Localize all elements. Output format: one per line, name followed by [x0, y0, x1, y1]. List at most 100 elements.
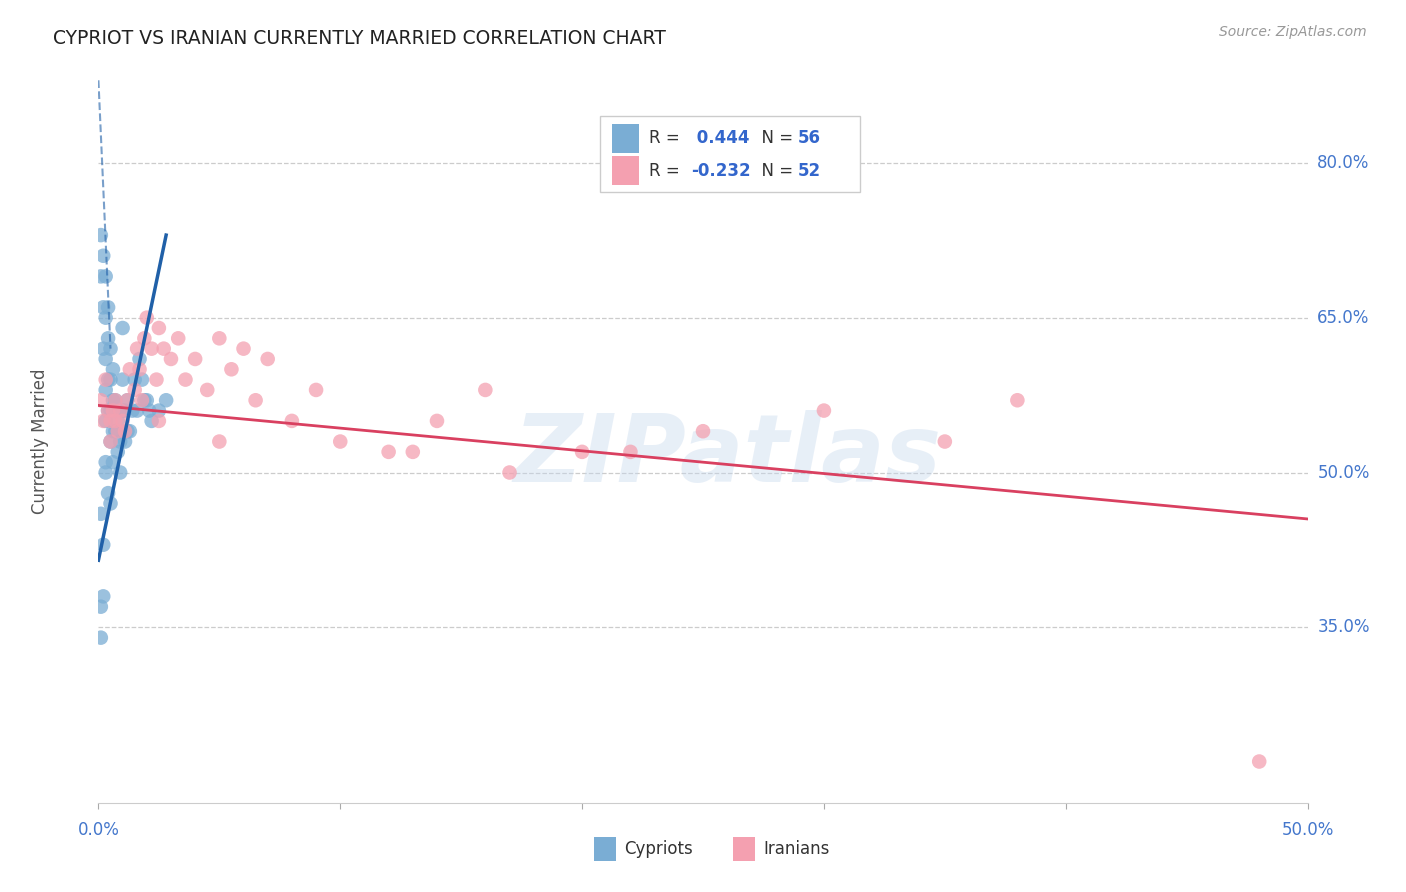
- Point: [100, 434, 122, 449]
- Point: [208, 434, 231, 449]
- Point: [94, 373, 117, 387]
- Text: 50.0%: 50.0%: [1281, 822, 1334, 839]
- Point: [184, 351, 207, 366]
- Text: N =: N =: [751, 129, 799, 147]
- Point: [101, 393, 124, 408]
- Point: [141, 414, 163, 428]
- Point: [97, 403, 120, 417]
- Point: [619, 445, 641, 459]
- Point: [108, 403, 131, 417]
- Point: [117, 393, 139, 408]
- Text: 0.444: 0.444: [690, 129, 749, 147]
- Point: [101, 455, 124, 469]
- Point: [94, 310, 117, 325]
- Point: [108, 434, 131, 449]
- Point: [90, 631, 112, 645]
- Point: [94, 383, 117, 397]
- Point: [498, 466, 520, 480]
- Point: [91, 342, 114, 356]
- Point: [1249, 755, 1271, 769]
- Point: [221, 362, 243, 376]
- Point: [160, 351, 183, 366]
- Point: [107, 445, 129, 459]
- Point: [97, 486, 120, 500]
- Point: [90, 269, 112, 284]
- Point: [104, 424, 127, 438]
- Point: [101, 424, 124, 438]
- Point: [127, 403, 149, 417]
- Point: [145, 373, 167, 387]
- Point: [90, 393, 112, 408]
- Point: [232, 342, 254, 356]
- Point: [127, 342, 149, 356]
- Point: [94, 414, 117, 428]
- Text: R =: R =: [648, 161, 685, 179]
- Point: [108, 466, 131, 480]
- Point: [121, 403, 143, 417]
- Point: [152, 342, 174, 356]
- Point: [426, 414, 449, 428]
- Point: [90, 507, 112, 521]
- Point: [107, 424, 129, 438]
- Text: CYPRIOT VS IRANIAN CURRENTLY MARRIED CORRELATION CHART: CYPRIOT VS IRANIAN CURRENTLY MARRIED COR…: [53, 29, 666, 47]
- Point: [114, 403, 136, 417]
- Text: Currently Married: Currently Married: [31, 368, 49, 515]
- Bar: [613, 156, 638, 185]
- Point: [124, 383, 146, 397]
- Text: Iranians: Iranians: [763, 840, 830, 858]
- Point: [118, 424, 141, 438]
- Point: [101, 403, 124, 417]
- Point: [571, 445, 593, 459]
- Point: [131, 373, 153, 387]
- Text: R =: R =: [648, 129, 685, 147]
- Text: 35.0%: 35.0%: [1317, 618, 1369, 636]
- Text: 80.0%: 80.0%: [1317, 153, 1369, 172]
- Point: [90, 599, 112, 614]
- Point: [167, 331, 190, 345]
- Point: [91, 538, 114, 552]
- Point: [100, 414, 122, 428]
- Point: [100, 403, 122, 417]
- Text: Source: ZipAtlas.com: Source: ZipAtlas.com: [1219, 25, 1367, 39]
- Point: [104, 393, 127, 408]
- Point: [174, 373, 197, 387]
- Point: [1007, 393, 1029, 408]
- Point: [107, 414, 129, 428]
- Point: [474, 383, 496, 397]
- Point: [135, 310, 157, 325]
- Point: [111, 414, 134, 428]
- Point: [305, 383, 328, 397]
- Point: [118, 362, 141, 376]
- Point: [91, 301, 114, 315]
- Point: [245, 393, 267, 408]
- Point: [934, 434, 956, 449]
- Point: [101, 362, 124, 376]
- Text: 50.0%: 50.0%: [1317, 464, 1369, 482]
- Point: [97, 403, 120, 417]
- Point: [256, 351, 278, 366]
- Point: [91, 590, 114, 604]
- Point: [208, 331, 231, 345]
- Point: [97, 301, 120, 315]
- Point: [128, 362, 150, 376]
- Point: [94, 455, 117, 469]
- Text: ZIPatlas: ZIPatlas: [513, 410, 941, 502]
- Point: [148, 403, 170, 417]
- Point: [90, 228, 112, 243]
- Text: 65.0%: 65.0%: [1317, 309, 1369, 326]
- Text: 56: 56: [797, 129, 820, 147]
- Point: [111, 373, 134, 387]
- Point: [138, 403, 160, 417]
- Point: [91, 249, 114, 263]
- Point: [131, 393, 153, 408]
- Bar: [613, 124, 638, 153]
- Point: [104, 393, 127, 408]
- Text: 0.0%: 0.0%: [77, 822, 120, 839]
- Point: [97, 331, 120, 345]
- Point: [117, 424, 139, 438]
- Point: [104, 414, 127, 428]
- Text: -0.232: -0.232: [690, 161, 751, 179]
- Text: Cypriots: Cypriots: [624, 840, 693, 858]
- Point: [114, 434, 136, 449]
- Point: [141, 342, 163, 356]
